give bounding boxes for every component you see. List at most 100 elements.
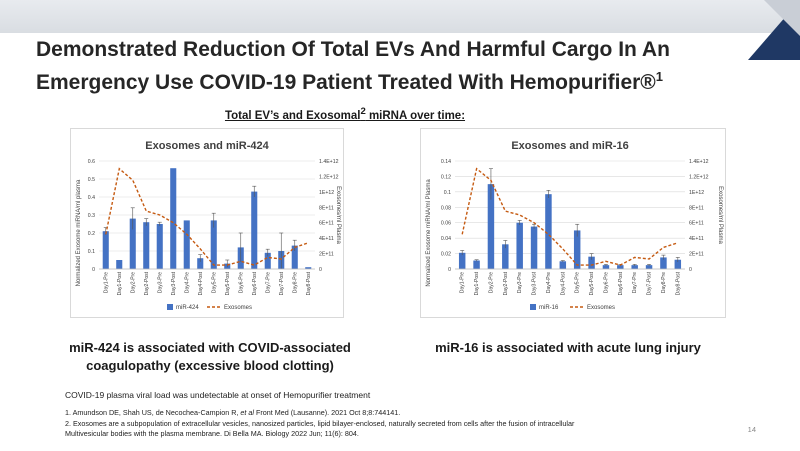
legend-label-bar: miR-424 bbox=[176, 305, 199, 311]
bar-mir-424 bbox=[170, 168, 177, 269]
bar-mir-424 bbox=[291, 245, 298, 269]
legend-label-line: Exosomes bbox=[224, 305, 252, 311]
y-tick-label: 0.3 bbox=[88, 213, 95, 219]
bar-mir-424 bbox=[116, 260, 123, 269]
x-tick-label: Day5-Pre bbox=[575, 272, 581, 293]
y-tick-label: 0.02 bbox=[441, 252, 451, 258]
y-tick-label: 0.6 bbox=[88, 159, 95, 165]
y2-tick-label: 1E+12 bbox=[319, 190, 334, 196]
bar-mir-16 bbox=[530, 226, 538, 269]
y-tick-label: 0.1 bbox=[444, 190, 451, 196]
y-axis-title: Normalized Exosome miRNA/ml Plasma bbox=[426, 179, 432, 287]
x-tick-label: Day4-Pre bbox=[546, 272, 552, 293]
y2-axis-title: Exosomes/ml Plasma bbox=[335, 186, 341, 244]
x-tick-label: Day8-Pre bbox=[661, 272, 667, 293]
y-tick-label: 0.2 bbox=[88, 231, 95, 237]
reference-2-line-1: 2. Exosomes are a subpopulation of extra… bbox=[65, 418, 575, 428]
y2-tick-label: 8E+11 bbox=[689, 205, 704, 211]
x-tick-label: Day3-Post bbox=[532, 271, 538, 295]
bar-mir-16 bbox=[516, 222, 523, 269]
bar-mir-16 bbox=[674, 259, 682, 269]
x-tick-label: Day3-Post bbox=[171, 271, 177, 295]
bar-mir-16 bbox=[545, 194, 552, 269]
legend-swatch-bar bbox=[167, 304, 173, 310]
bar-mir-424 bbox=[210, 220, 217, 269]
y-tick-label: 0.5 bbox=[88, 177, 95, 183]
bar-mir-424 bbox=[129, 218, 136, 269]
x-tick-label: Day8-Pre bbox=[292, 272, 298, 293]
y2-tick-label: 4E+11 bbox=[319, 236, 334, 242]
y2-tick-label: 4E+11 bbox=[689, 236, 704, 242]
y2-tick-label: 8E+11 bbox=[319, 205, 334, 211]
caption-mir16: miR-16 is associated with acute lung inj… bbox=[435, 340, 701, 355]
y2-tick-label: 0 bbox=[319, 267, 322, 273]
bar-mir-424 bbox=[264, 252, 271, 269]
caption-mir424: miR-424 is associated with COVID-associa… bbox=[69, 340, 351, 373]
x-tick-label: Day7-Post bbox=[647, 271, 653, 295]
y2-tick-label: 6E+11 bbox=[689, 221, 704, 227]
references: 1. Amundson DE, Shah US, de Necochea-Cam… bbox=[65, 408, 755, 440]
y2-tick-label: 0 bbox=[689, 267, 692, 273]
legend-label-bar: miR-16 bbox=[539, 305, 559, 311]
x-tick-label: Day5-Post bbox=[225, 271, 231, 295]
y-tick-label: 0.4 bbox=[88, 195, 95, 201]
bar-mir-16 bbox=[458, 252, 466, 269]
bar-mir-16 bbox=[573, 230, 581, 269]
bar-mir-424 bbox=[251, 191, 258, 269]
chart-title: Exosomes and miR-424 bbox=[145, 140, 269, 152]
x-tick-label: Day1-Pre bbox=[460, 272, 466, 293]
x-tick-label: Day8-Post bbox=[675, 271, 681, 295]
reference-1: 1. Amundson DE, Shah US, de Necochea-Cam… bbox=[65, 408, 401, 417]
bar-mir-424 bbox=[143, 222, 150, 269]
bar-mir-16 bbox=[617, 265, 624, 269]
bar-mir-16 bbox=[487, 184, 495, 269]
page-title: Demonstrated Reduction Of Total EVs And … bbox=[36, 38, 670, 94]
x-tick-label: Day4-Pre bbox=[184, 272, 190, 293]
x-tick-label: Day6-Pre bbox=[238, 272, 244, 293]
y2-axis-title: Exosomes/ml Plasma bbox=[717, 186, 723, 244]
y2-tick-label: 2E+11 bbox=[689, 252, 704, 258]
x-tick-label: Day2-Post bbox=[144, 271, 150, 295]
chart-mir16: Exosomes and miR-16 0 0.02 0.04 0.06 0.08 0.1 0… bbox=[420, 128, 726, 318]
x-tick-label: Day5-Pre bbox=[211, 272, 217, 293]
top-banner bbox=[0, 0, 800, 33]
bar-mir-424 bbox=[305, 267, 312, 269]
y2-tick-label: 1.4E+12 bbox=[689, 159, 709, 165]
x-tick-label: Day6-Post bbox=[618, 271, 624, 295]
y-tick-label: 0.08 bbox=[441, 205, 451, 211]
x-tick-label: Day1-Post bbox=[117, 271, 123, 295]
bar-mir-16 bbox=[588, 256, 595, 269]
x-tick-label: Day7-Pre bbox=[632, 272, 638, 293]
x-tick-label: Day7-Pre bbox=[265, 272, 271, 293]
y2-tick-label: 1E+12 bbox=[689, 190, 704, 196]
line-exosomes bbox=[461, 167, 679, 266]
reference-2-line-2: Multivesicular bodies with the plasma me… bbox=[65, 429, 359, 438]
bar-mir-16 bbox=[645, 265, 653, 269]
bar-mir-424 bbox=[197, 258, 204, 269]
bar-mir-424 bbox=[156, 224, 163, 269]
x-tick-label: Day7-Post bbox=[279, 271, 285, 295]
chart-section-subtitle: Total EV’s and Exosomal2 miRNA over time… bbox=[224, 106, 466, 122]
x-tick-label: Day2-Pre bbox=[488, 272, 494, 293]
page-number: 14 bbox=[747, 425, 756, 434]
line-exosomes bbox=[105, 167, 309, 266]
bar-mir-424 bbox=[102, 231, 109, 269]
y-tick-label: 0.1 bbox=[88, 249, 95, 255]
x-tick-label: Day1-Pre bbox=[103, 272, 109, 293]
bar-mir-16 bbox=[631, 265, 638, 269]
y2-tick-label: 1.4E+12 bbox=[319, 159, 339, 165]
x-tick-label: Day2-Post bbox=[503, 271, 509, 295]
chart-title: Exosomes and miR-16 bbox=[511, 140, 628, 152]
bar-mir-16 bbox=[502, 244, 509, 269]
y2-tick-label: 1.2E+12 bbox=[689, 174, 709, 180]
x-tick-label: Day6-Pre bbox=[603, 272, 609, 293]
viral-load-note: COVID-19 plasma viral load was undetecta… bbox=[65, 390, 371, 400]
x-tick-label: Day5-Post bbox=[589, 271, 595, 295]
y-tick-label: 0 bbox=[448, 267, 451, 273]
x-tick-label: Day1-Post bbox=[474, 271, 480, 295]
y2-tick-label: 1.2E+12 bbox=[319, 174, 339, 180]
x-tick-label: Day6-Post bbox=[252, 271, 258, 295]
y-tick-label: 0.14 bbox=[441, 159, 451, 165]
x-tick-label: Day4-Post bbox=[198, 271, 204, 295]
x-tick-label: Day4-Post bbox=[560, 271, 566, 295]
